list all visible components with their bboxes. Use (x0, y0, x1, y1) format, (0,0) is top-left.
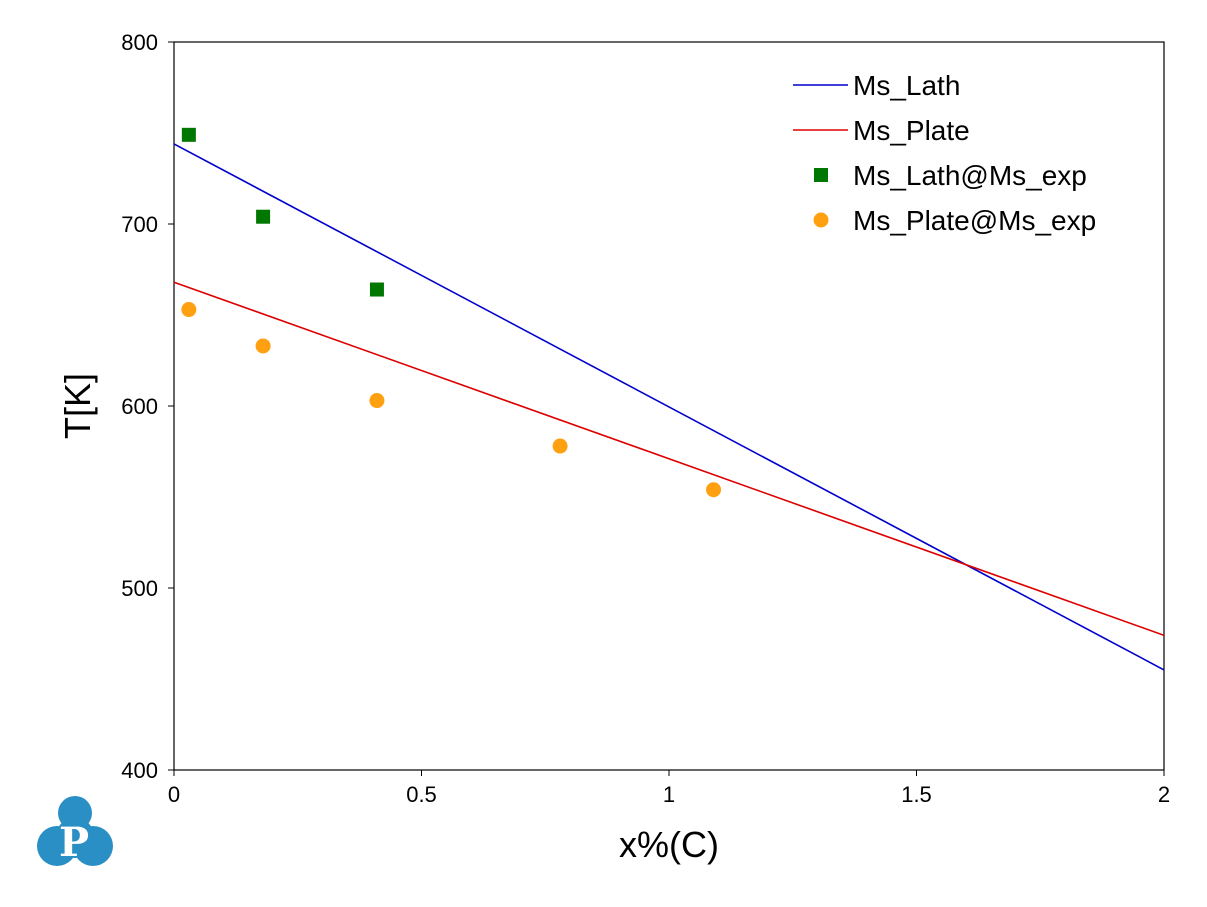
x-tick-label: 1 (663, 782, 675, 807)
series-layer (173, 127, 1165, 671)
y-tick-label: 400 (121, 758, 158, 783)
series-line-ms-plate (173, 281, 1165, 637)
x-axis: 0 0.5 1 1.5 2 (168, 770, 1170, 807)
x-tick-label: 0.5 (406, 782, 437, 807)
legend-swatch (813, 212, 829, 228)
legend-label: Ms_Plate (853, 115, 970, 146)
x-tick-label: 2 (1158, 782, 1170, 807)
data-point-ms-plate-ms-exp (369, 393, 385, 409)
logo-letter: P (59, 819, 89, 866)
data-point-ms-lath-ms-exp (369, 282, 384, 297)
legend-label: Ms_Lath (853, 70, 960, 101)
data-point-ms-plate-ms-exp (552, 438, 568, 454)
legend-label: Ms_Lath@Ms_exp (853, 160, 1087, 191)
y-axis: 400 500 600 700 800 (121, 30, 174, 783)
y-tick-label: 700 (121, 212, 158, 237)
series-line-ms-lath (173, 143, 1165, 671)
data-point-ms-lath-ms-exp (181, 127, 196, 142)
data-point-ms-plate-ms-exp (706, 482, 722, 498)
x-axis-title: x%(C) (619, 824, 719, 865)
legend-label: Ms_Plate@Ms_exp (853, 205, 1096, 236)
y-tick-label: 600 (121, 394, 158, 419)
legend-swatch (814, 168, 828, 182)
data-point-ms-plate-ms-exp (181, 302, 197, 318)
x-tick-label: 1.5 (901, 782, 932, 807)
logo: P (37, 796, 113, 866)
data-point-ms-plate-ms-exp (255, 338, 271, 354)
logo-icon (37, 796, 113, 866)
y-axis-title: T[K] (57, 373, 98, 439)
data-point-ms-lath-ms-exp (256, 209, 271, 224)
plot-area (173, 41, 1165, 771)
x-tick-label: 0 (168, 782, 180, 807)
legend: Ms_Lath Ms_Plate Ms_Lath@Ms_exp Ms_Plate@Ms… (793, 70, 1096, 236)
y-tick-label: 500 (121, 576, 158, 601)
y-tick-label: 800 (121, 30, 158, 55)
